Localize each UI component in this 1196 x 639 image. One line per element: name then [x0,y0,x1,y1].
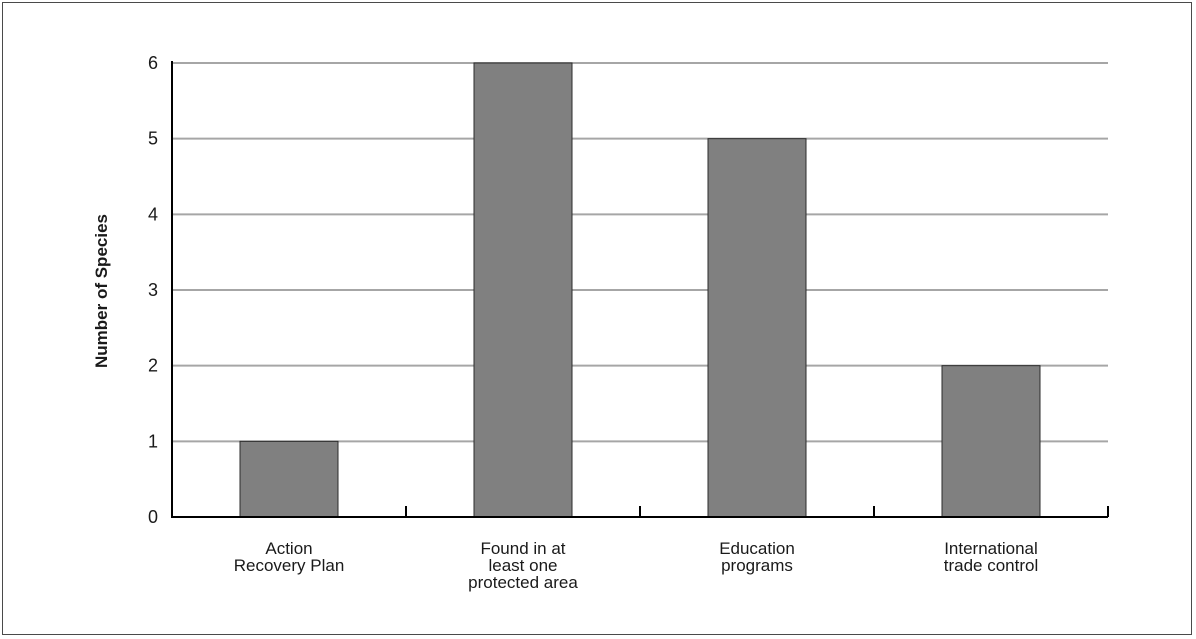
x-category-label: Recovery Plan [234,556,345,575]
x-category-label: programs [721,556,793,575]
x-category-label: least one [489,556,558,575]
y-tick-label: 2 [148,356,158,376]
bars [239,62,1041,518]
bar-1 [473,62,573,518]
x-category-label: trade control [944,556,1039,575]
bar-2 [707,138,807,518]
x-category-label: protected area [468,573,578,592]
x-category-label: Education [719,539,795,558]
bar-3 [941,365,1041,518]
x-category-label: Found in at [480,539,565,558]
x-category-label: International [944,539,1038,558]
y-tick-label: 3 [148,280,158,300]
y-tick-labels: 0 1 2 3 4 5 6 [148,53,158,527]
y-tick-label: 6 [148,53,158,73]
bar-0 [239,440,339,518]
y-tick-label: 1 [148,431,158,451]
x-category-label: Action [265,539,312,558]
y-axis-title: Number of Species [92,214,111,368]
axes [171,61,1109,518]
y-tick-label: 4 [148,204,158,224]
y-tick-label: 0 [148,507,158,527]
y-tick-label: 5 [148,129,158,149]
